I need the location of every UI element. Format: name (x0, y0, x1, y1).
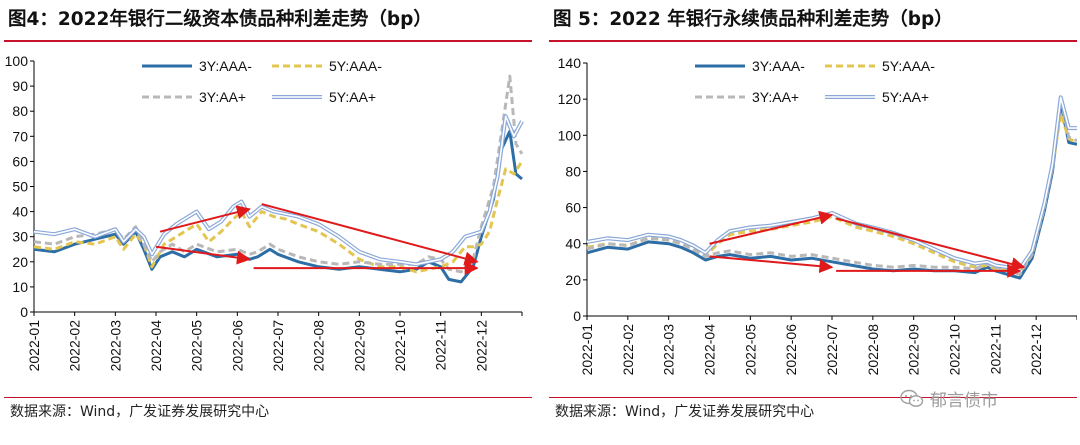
x-tick-label: 2022-06 (783, 324, 799, 376)
x-tick-label: 2022-04 (148, 320, 164, 372)
y-tick-label: 90 (12, 78, 28, 94)
chart-area: 0 10 20 30 40 50 60 70 80 90 100 2022-01 2022-02 2022… (4, 44, 532, 400)
x-tick-label: 2022-08 (311, 320, 327, 372)
x-tick-label: 2022-11 (987, 324, 1003, 375)
x-tick-label: 2022-02 (620, 324, 636, 376)
source-note: 数据来源：Wind，广发证券发展研究中心 (555, 404, 815, 420)
x-tick-label: 2022-08 (865, 324, 881, 376)
title-divider (549, 40, 1077, 42)
legend-label: 5Y:AA+ (882, 89, 929, 105)
series-line (586, 97, 1077, 276)
y-tick-label: 10 (12, 279, 28, 295)
series-line-inner (33, 115, 523, 266)
x-tick-label: 2022-12 (1028, 324, 1044, 376)
source-divider (4, 397, 532, 398)
trend-arrow (709, 210, 834, 245)
series-3y-aa (33, 74, 524, 274)
x-tick-label: 2022-04 (702, 324, 718, 376)
x-tick-label: 2022-05 (189, 320, 205, 372)
series-line (33, 74, 524, 274)
legend-label: 3Y:AAA- (752, 58, 805, 74)
y-tick-label: 60 (12, 153, 28, 169)
y-tick-label: 0 (573, 308, 581, 324)
x-tick-label: 2022-10 (392, 320, 408, 372)
legend-3y-aaa: 3Y:AAA- (142, 58, 252, 74)
legend-3y-aaa: 3Y:AAA- (695, 58, 805, 74)
legend-label: 5Y:AA+ (329, 89, 376, 105)
legend-5y-aa: 5Y:AA+ (272, 89, 376, 105)
y-tick-label: 80 (12, 103, 28, 119)
x-tick-label: 2022-09 (906, 324, 922, 376)
x-tick-label: 2022-07 (270, 320, 286, 372)
y-tick-label: 120 (558, 91, 582, 107)
legend-5y-aaa: 5Y:AAA- (825, 58, 935, 74)
x-tick-label: 2022-12 (473, 320, 489, 372)
chart-area: 0 20 40 60 80 100 120 140 2022-01 2022-02 2022-03 2… (549, 44, 1077, 400)
y-tick-label: 20 (565, 272, 581, 288)
series-line (33, 160, 524, 274)
y-tick-label: 100 (5, 53, 29, 69)
watermark: 郁言债市 (900, 386, 998, 411)
x-tick-label: 2022-11 (433, 320, 449, 371)
y-tick-label: 70 (12, 128, 28, 144)
source-note: 数据来源：Wind，广发证券发展研究中心 (10, 404, 270, 420)
y-tick-label: 40 (565, 236, 581, 252)
x-tick-label: 2022-03 (107, 320, 123, 372)
trend-arrow (709, 255, 834, 274)
watermark-text: 郁言债市 (930, 391, 998, 411)
y-tick-label: 40 (12, 204, 28, 220)
x-tick-label: 2022-10 (947, 324, 963, 376)
trend-arrow (261, 203, 479, 266)
y-tick-label: 30 (12, 229, 28, 245)
y-tick-label: 50 (12, 179, 28, 195)
x-tick-label: 2022-09 (351, 320, 367, 372)
series-5y-aaa (33, 160, 524, 274)
x-tick-label: 2022-05 (742, 324, 758, 376)
spread-chart-perpetual: 0 20 40 60 80 100 120 140 2022-01 2022-02 2022-03 2… (558, 55, 1077, 376)
source-divider (549, 397, 1077, 398)
series-line (586, 101, 1077, 280)
legend-5y-aa: 5Y:AA+ (825, 89, 929, 105)
spread-chart-tier2: 0 10 20 30 40 50 60 70 80 90 100 2022-01 2022-02 2022… (5, 53, 524, 372)
y-tick-label: 60 (565, 200, 581, 216)
trend-arrow (155, 245, 251, 265)
series-line (586, 112, 1077, 275)
y-tick-label: 20 (12, 254, 28, 270)
legend-3y-aa: 3Y:AA+ (142, 89, 246, 105)
series-5y-aa (33, 114, 524, 267)
wechat-icon (900, 389, 924, 407)
y-tick-label: 140 (558, 55, 582, 71)
trend-arrow (159, 205, 251, 233)
legend-label: 5Y:AAA- (329, 58, 382, 74)
y-tick-label: 100 (558, 127, 582, 143)
legend-3y-aa: 3Y:AA+ (695, 89, 799, 105)
series-line (33, 114, 524, 267)
y-tick-label: 0 (20, 304, 28, 320)
figure-right: 图 5：2022 年银行永续债品种利差走势（bp） 0 20 40 60 80 100 12… (549, 0, 1077, 445)
figure-left: 图4：2022年银行二级资本债品种利差走势（bp） 0 10 20 30 40 50 60 7… (4, 0, 532, 445)
trend-arrow (835, 217, 1026, 271)
x-tick-label: 2022-07 (824, 324, 840, 376)
x-tick-label: 2022-01 (26, 320, 42, 372)
y-tick-label: 80 (565, 163, 581, 179)
x-tick-label: 2022-03 (661, 324, 677, 376)
series-3y-aa (586, 97, 1077, 276)
x-tick-label: 2022-01 (579, 324, 595, 376)
legend-label: 3Y:AA+ (199, 89, 246, 105)
legend-label: 3Y:AAA- (199, 58, 252, 74)
series-line (33, 129, 523, 284)
series-5y-aaa (586, 112, 1077, 275)
figure-title: 图 5：2022 年银行永续债品种利差走势（bp） (553, 9, 953, 30)
figure-title: 图4：2022年银行二级资本债品种利差走势（bp） (8, 9, 432, 30)
x-tick-label: 2022-06 (229, 320, 245, 372)
series-3y-aaa (586, 101, 1077, 280)
legend-5y-aaa: 5Y:AAA- (272, 58, 382, 74)
legend-label: 3Y:AA+ (752, 89, 799, 105)
legend-label: 5Y:AAA- (882, 58, 935, 74)
title-divider (4, 40, 532, 42)
series-3y-aaa (33, 129, 523, 284)
x-tick-label: 2022-02 (67, 320, 83, 372)
